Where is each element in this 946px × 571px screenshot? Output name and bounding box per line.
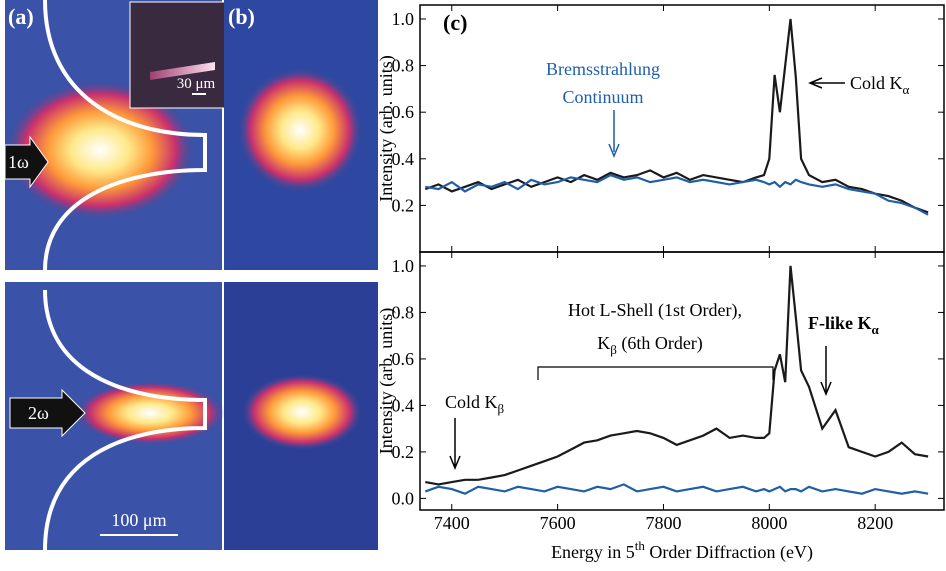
y-axis-label: Intensity (arb. units) [376,55,397,201]
panel-a-b-images: (a) (b) 1ω 2ω 30 μm 100 μm [0,0,378,551]
annotation-text: Cold K [445,392,498,412]
y-tick-label: 0.4 [392,395,415,415]
arrow-2w [9,388,86,438]
pointer-arrow [449,418,461,470]
y-tick-label: 1.0 [392,9,415,29]
annotation-text: Cold K [850,73,903,93]
annotation-sub: α [872,322,880,337]
x-tick-label: 8000 [751,513,787,533]
target-outline [43,0,207,271]
x-axis-label: Energy in 5th Order Diffraction (eV) [551,538,813,563]
x-axis-label-text: Energy in 5 [551,542,635,562]
y-tick-label: 0.6 [392,349,415,369]
annotation-text: Hot L-Shell (1st Order), [568,300,742,321]
panel-label: (b) [228,4,255,29]
emission-spot [242,374,362,450]
x-axis-label-sup: th [635,538,646,553]
annotation: F-like Kα [808,313,880,337]
pointer-arrow [608,110,620,158]
arrow-label: 2ω [28,403,49,423]
scale-label: 100 μm [111,510,166,530]
spectrum-line [424,483,929,495]
inset-scale-label: 30 μm [177,76,216,92]
y-axis-label: Intensity (arb. units) [376,308,397,454]
spectrum-line [425,173,929,216]
legend-label: Bremsstrahlung [546,59,660,79]
x-tick-label: 7800 [645,513,681,533]
x-axis-label-after: Order Diffraction (eV) [645,542,813,563]
arrow-1w [4,135,49,189]
spectrum-line [425,265,929,486]
y-tick-label: 1.0 [392,256,415,276]
plot-frame [419,251,945,511]
plot-frame [419,4,945,253]
y-tick-label: 0.4 [392,149,415,169]
x-tick-label: 7600 [540,513,576,533]
legend-label: Continuum [562,87,643,107]
annotation-after: (6th Order) [617,333,703,354]
target-outline [43,289,207,551]
pointer-arrow [808,77,845,89]
annotation-sub: β [610,342,617,357]
x-tick-label: 7400 [434,513,470,533]
inset-streak [150,62,215,80]
annotation: Kβ (6th Order) [597,333,703,357]
pointer-arrow [820,346,832,396]
emission-blob [5,80,195,220]
annotation-sub: α [903,82,910,97]
spectrum-line [424,18,929,214]
emission-blob [75,381,225,445]
y-tick-label: 0.8 [392,56,415,76]
panel-label: (c) [443,10,467,35]
annotation: Cold Kβ [445,392,505,416]
emission-spot [238,68,362,192]
bracket [537,366,774,380]
annotation: Cold Kα [850,73,910,97]
annotation-sub: β [498,401,505,416]
annotation: Hot L-Shell (1st Order), [568,300,742,321]
y-tick-label: 0.6 [392,102,415,122]
separator [0,270,378,282]
arrow-label: 1ω [8,152,29,172]
y-tick-label: 0.0 [392,488,415,508]
y-tick-label: 0.2 [392,442,415,462]
inset-photo [129,1,229,109]
y-tick-label: 0.2 [392,195,415,215]
annotation-text: F-like K [808,313,872,333]
panel-label: (a) [8,4,34,29]
y-tick-label: 0.8 [392,302,415,322]
x-tick-label: 8200 [857,513,893,533]
annotation-text: K [597,333,610,353]
